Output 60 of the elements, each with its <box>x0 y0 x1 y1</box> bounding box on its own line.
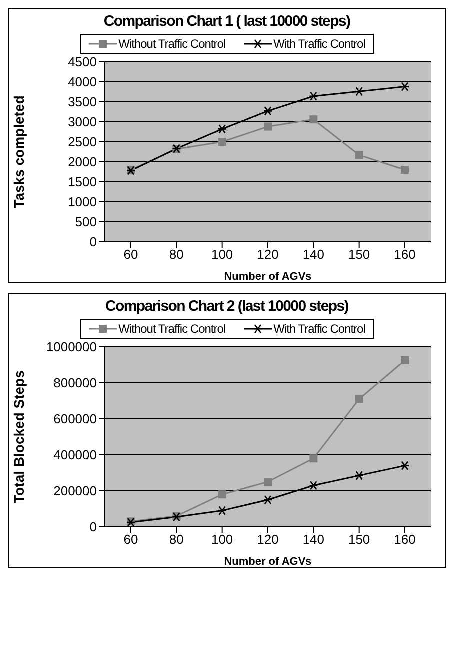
x-tick-label: 140 <box>302 247 325 262</box>
x-tick-label: 80 <box>169 532 184 548</box>
y-tick-label: 2500 <box>68 134 97 150</box>
point <box>263 106 273 116</box>
point <box>355 395 364 404</box>
x-tick-label: 120 <box>257 247 279 262</box>
point <box>218 138 226 146</box>
point <box>309 480 318 490</box>
x-tick-label: 150 <box>348 532 370 548</box>
x-tick-label: 60 <box>124 532 138 548</box>
x-tick-label: 100 <box>211 532 234 548</box>
y-tick-label: 600000 <box>54 412 97 427</box>
point <box>310 116 318 124</box>
point <box>310 454 318 463</box>
y-tick-label: 800000 <box>54 376 97 391</box>
legend-label: Without Traffic Control <box>118 322 226 336</box>
x-tick-label: 150 <box>348 247 370 262</box>
y-axis-title: Tasks completed <box>10 96 27 208</box>
x-axis-title: Number of AGVs <box>224 271 312 283</box>
x-tick-label: 80 <box>169 247 184 262</box>
y-tick-label: 4500 <box>68 54 97 70</box>
y-tick-label: 3500 <box>68 94 97 110</box>
point <box>401 166 409 174</box>
y-tick-label: 3000 <box>68 114 97 130</box>
y-tick-label: 4000 <box>68 74 97 90</box>
x-tick-label: 140 <box>302 532 325 548</box>
point <box>401 356 409 364</box>
y-tick-label: 400000 <box>54 448 97 463</box>
y-tick-label: 2000 <box>68 154 97 170</box>
point <box>218 124 227 134</box>
point <box>355 151 364 160</box>
point <box>218 490 226 499</box>
point <box>354 86 364 96</box>
point <box>218 506 227 516</box>
y-axis-title: Total Blocked Steps <box>10 370 27 504</box>
y-tick-label: 1500 <box>68 174 97 190</box>
point <box>264 478 272 486</box>
point <box>354 471 364 480</box>
x-tick-label: 60 <box>124 247 138 262</box>
legend-label: Without Traffic Control <box>118 37 226 51</box>
y-tick-label: 1000000 <box>46 340 97 355</box>
y-tick-label: 200000 <box>54 484 97 499</box>
point <box>309 92 318 102</box>
point <box>400 461 410 470</box>
y-tick-label: 1000 <box>68 194 97 210</box>
legend-label: With Traffic Control <box>272 322 366 336</box>
x-axis-title: Number of AGVs <box>224 556 312 568</box>
y-tick-label: 0 <box>90 234 97 250</box>
point <box>263 495 273 505</box>
x-tick-label: 160 <box>394 532 416 548</box>
x-tick-label: 100 <box>211 247 234 262</box>
y-tick-label: 500 <box>75 214 97 230</box>
x-tick-label: 120 <box>257 532 279 548</box>
chart-title: Comparison Chart 1 ( last 10000 steps) <box>102 13 352 30</box>
point <box>264 122 272 131</box>
chart-title: Comparison Chart 2 (last 10000 steps) <box>104 298 350 315</box>
x-tick-label: 160 <box>394 247 416 262</box>
legend-label: With Traffic Control <box>272 37 366 51</box>
y-tick-label: 0 <box>90 520 97 535</box>
point <box>400 82 410 92</box>
